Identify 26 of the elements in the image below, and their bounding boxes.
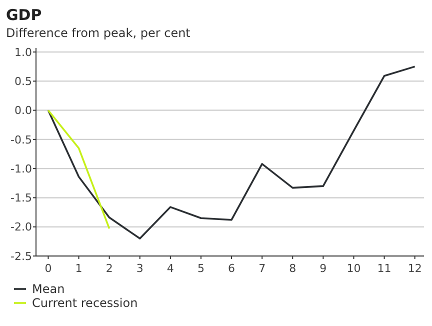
x-tick-label: 5 <box>197 262 204 275</box>
y-tick-label: -0.5 <box>10 133 32 146</box>
y-tick-label: 1.0 <box>14 46 32 59</box>
legend-label: Current recession <box>32 296 138 310</box>
y-tick-label: -1.5 <box>10 192 32 205</box>
x-tick-label: 8 <box>289 262 296 275</box>
x-tick-label: 10 <box>346 262 361 275</box>
x-tick-label: 2 <box>106 262 113 275</box>
y-tick-label: 0.5 <box>14 74 32 88</box>
x-tick-label: 12 <box>408 262 422 275</box>
x-tick-label: 1 <box>75 262 82 275</box>
x-tick-label: 11 <box>377 262 392 275</box>
y-tick-label: -1.0 <box>10 162 32 176</box>
x-tick-label: 9 <box>320 262 327 275</box>
x-tick-label: 4 <box>166 262 174 275</box>
chart-subtitle: Difference from peak, per cent <box>6 26 191 40</box>
x-tick-label: 7 <box>258 262 266 275</box>
y-tick-label: -2.5 <box>10 250 32 263</box>
chart-title: GDP <box>6 6 42 24</box>
legend-label: Mean <box>32 282 65 296</box>
line-series <box>47 66 416 240</box>
y-tick-label: 0.0 <box>14 104 32 118</box>
y-tick-label: -2.0 <box>10 220 32 234</box>
x-tick-label: 6 <box>228 262 236 275</box>
x-tick-label: 0 <box>44 262 52 275</box>
x-tick-label: 3 <box>136 262 144 275</box>
